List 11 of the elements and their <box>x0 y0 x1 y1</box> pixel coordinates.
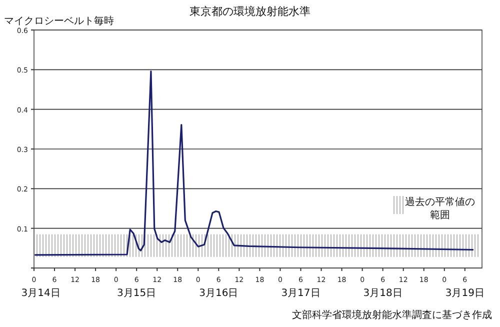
x2-tick-label: 3月16日 <box>199 288 238 299</box>
x2-tick-label: 3月19日 <box>445 288 484 299</box>
band-label: 過去の平常値の範囲 <box>392 196 475 221</box>
legend-label: 過去の平常値の範囲 <box>405 196 475 221</box>
text: 文部科学省環境放射能水準調査に基づき作成 <box>292 309 492 321</box>
y-axis-title: マイクロシーベルト毎時 <box>4 15 114 27</box>
x2-tick-label: 3月14日 <box>21 288 60 299</box>
chart-title: 東京都の環境放射能水準 <box>190 5 310 18</box>
x2-tick-label: 3月15日 <box>117 288 156 299</box>
x2-tick-label: 3月17日 <box>281 288 320 299</box>
x2-tick-label: 3月18日 <box>363 288 402 299</box>
